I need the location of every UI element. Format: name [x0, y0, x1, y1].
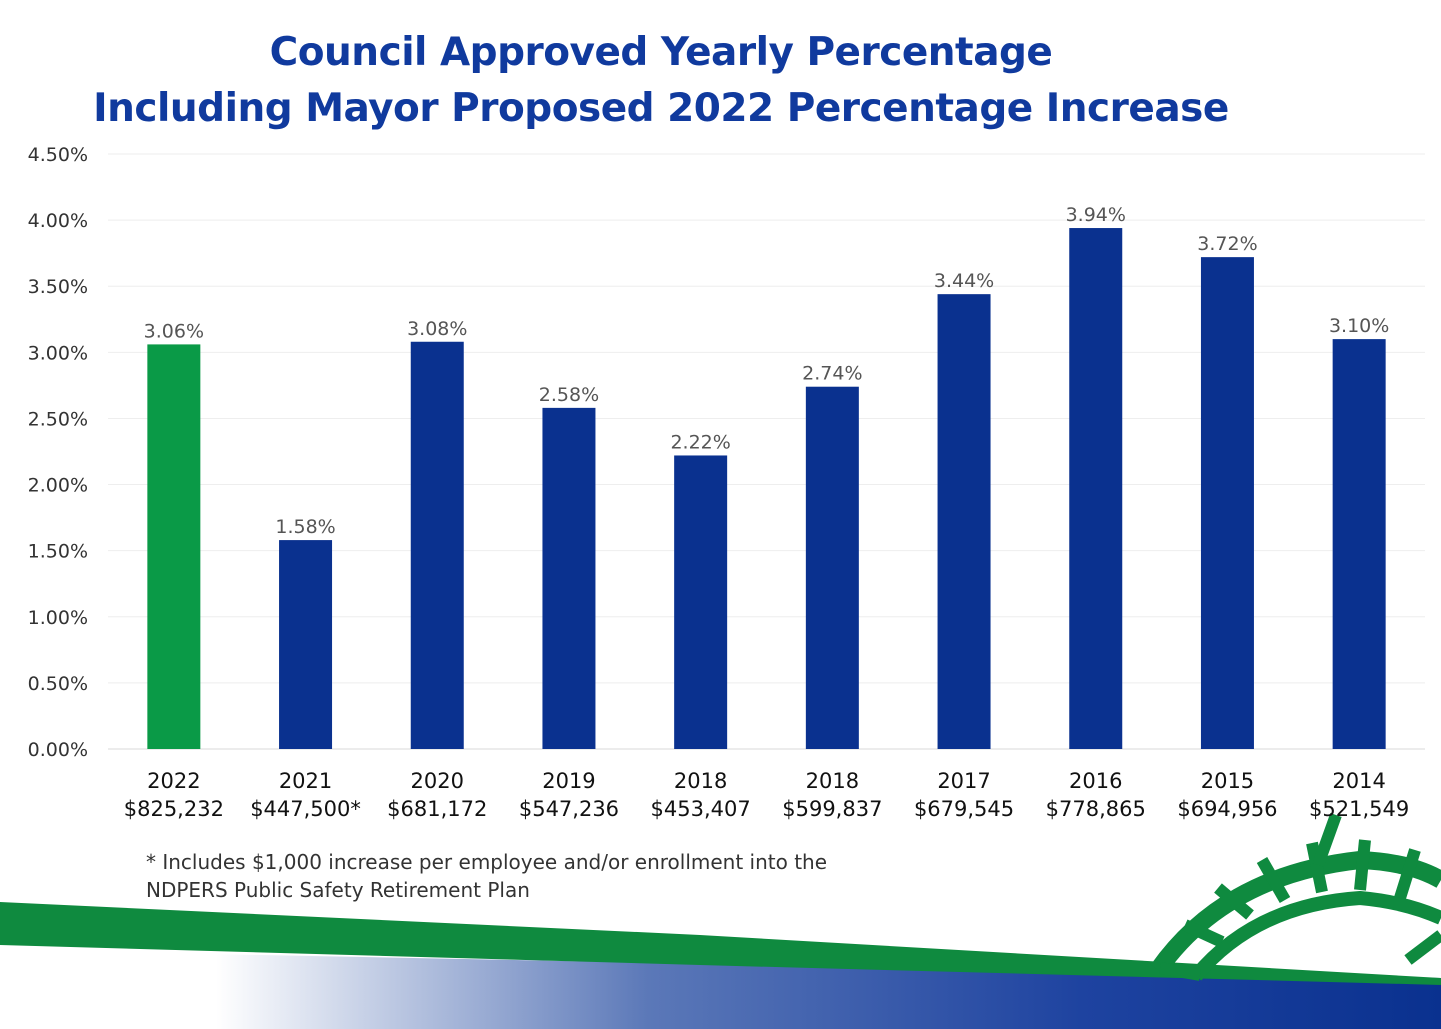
data-label: 3.94% [1066, 204, 1126, 226]
bar [674, 455, 728, 749]
data-label: 3.44% [934, 270, 994, 292]
x-tick-label-amount: $694,956 [1177, 797, 1277, 821]
x-tick-label-year: 2022 [147, 769, 200, 793]
bar [1200, 257, 1254, 749]
y-tick-label: 2.50% [28, 408, 88, 430]
bar [279, 540, 333, 749]
x-tick-label-amount: $453,407 [651, 797, 751, 821]
x-tick-label-year: 2018 [806, 769, 859, 793]
bar [410, 341, 464, 749]
y-tick-label: 1.00% [28, 607, 88, 629]
x-tick-label-year: 2018 [674, 769, 727, 793]
bar [937, 294, 991, 749]
x-tick-label-year: 2021 [279, 769, 332, 793]
y-tick-label: 0.50% [28, 673, 88, 695]
bar-chart: 0.00% 0.50% 1.00% 1.50% 2.00% 2.50% 3.00% 3.50%… [28, 144, 1425, 821]
data-label: 2.22% [670, 431, 730, 453]
data-label: 2.58% [539, 384, 599, 406]
y-tick-label: 3.00% [28, 342, 88, 364]
x-tick-label-year: 2017 [937, 769, 990, 793]
x-tick-label-amount: $681,172 [387, 797, 487, 821]
y-tick-label: 4.00% [28, 210, 88, 232]
y-tick-label: 2.00% [28, 475, 88, 497]
footnote-line-1: * Includes $1,000 increase per employee … [146, 850, 828, 874]
x-tick-label-amount: $599,837 [782, 797, 882, 821]
data-label: 2.74% [802, 363, 862, 385]
x-tick-label-amount: $825,232 [124, 797, 224, 821]
data-label: 3.08% [407, 318, 467, 340]
bar [542, 407, 596, 749]
bar [1332, 339, 1386, 749]
x-tick-label-year: 2015 [1201, 769, 1254, 793]
ferris-wheel-icon [1150, 812, 1441, 981]
chart-title-line-1: Council Approved Yearly Percentage [269, 30, 1053, 75]
x-tick-label-year: 2020 [411, 769, 464, 793]
footer-green-swoosh [0, 902, 1441, 985]
data-label: 3.10% [1329, 315, 1389, 337]
x-tick-label-amount: $679,545 [914, 797, 1014, 821]
x-tick-label-year: 2016 [1069, 769, 1122, 793]
data-label: 3.06% [144, 320, 204, 342]
y-tick-label: 4.50% [28, 144, 88, 166]
chart-title-line-2: Including Mayor Proposed 2022 Percentage… [93, 86, 1229, 131]
x-tick-label-year: 2019 [542, 769, 595, 793]
x-tick-label-amount: $521,549 [1309, 797, 1409, 821]
bar [805, 386, 859, 749]
x-tick-label-amount: $778,865 [1046, 797, 1146, 821]
x-tick-label-year: 2014 [1332, 769, 1385, 793]
data-label: 1.58% [275, 516, 335, 538]
data-label: 3.72% [1197, 233, 1257, 255]
footnote-line-2: NDPERS Public Safety Retirement Plan [146, 878, 530, 902]
y-tick-label: 3.50% [28, 276, 88, 298]
footnote: * Includes $1,000 increase per employee … [146, 848, 906, 904]
y-tick-label: 0.00% [28, 739, 88, 761]
x-tick-label-amount: $547,236 [519, 797, 619, 821]
bar [147, 344, 201, 749]
y-tick-label: 1.50% [28, 541, 88, 563]
x-tick-label-amount: $447,500* [250, 797, 361, 821]
bar [1069, 228, 1123, 750]
footer-blue-band [0, 950, 1441, 1029]
